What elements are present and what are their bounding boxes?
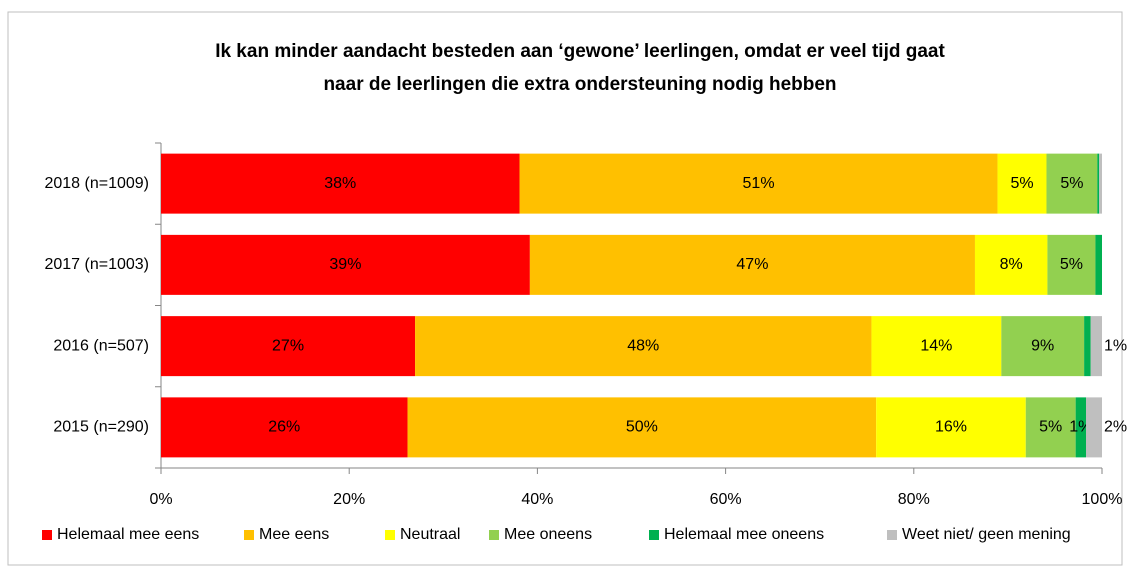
data-label: 5% xyxy=(1010,175,1033,192)
bar-segment xyxy=(1097,153,1100,214)
bar-segment xyxy=(529,234,975,295)
data-label: 16% xyxy=(935,419,967,436)
data-label: 1% xyxy=(1104,337,1127,354)
bar-segment xyxy=(974,234,1048,295)
y-tick-label: 2015 (n=290) xyxy=(53,419,149,436)
data-label: 47% xyxy=(736,256,768,273)
bar-segment xyxy=(1025,397,1076,458)
x-tick-label: 100% xyxy=(1082,491,1123,508)
chart-title: Ik kan minder aandacht besteden aan ‘gew… xyxy=(215,41,945,62)
x-tick-label: 20% xyxy=(333,491,365,508)
bar-segment xyxy=(1095,234,1102,295)
x-tick-label: 0% xyxy=(149,491,172,508)
legend-swatch xyxy=(489,530,499,540)
data-label: 26% xyxy=(268,419,300,436)
bar-segment xyxy=(1086,397,1102,458)
data-label: 38% xyxy=(324,175,356,192)
bar-segment xyxy=(1084,316,1091,377)
bar-segment xyxy=(1001,316,1085,377)
data-label: 8% xyxy=(1000,256,1023,273)
data-label: 9% xyxy=(1031,337,1054,354)
data-label: 2% xyxy=(1104,419,1127,436)
bar-segment xyxy=(415,316,872,377)
bar-segment xyxy=(161,234,530,295)
bar-segment xyxy=(407,397,877,458)
y-tick-label: 2017 (n=1003) xyxy=(44,256,149,273)
data-label: 5% xyxy=(1060,175,1083,192)
data-label: 39% xyxy=(329,256,361,273)
legend-label: Weet niet/ geen mening xyxy=(902,526,1071,543)
y-tick-label: 2016 (n=507) xyxy=(53,337,149,354)
legend-label: Helemaal mee oneens xyxy=(664,526,824,543)
legend-label: Mee eens xyxy=(259,526,329,543)
bar-segment xyxy=(876,397,1026,458)
x-tick-label: 80% xyxy=(898,491,930,508)
bar-segment xyxy=(1099,153,1102,214)
bar-segment xyxy=(1046,153,1098,214)
bar-segment xyxy=(161,316,416,377)
bar-segment xyxy=(1047,234,1096,295)
bar-segment xyxy=(519,153,998,214)
legend-label: Helemaal mee eens xyxy=(57,526,199,543)
legend-swatch xyxy=(385,530,395,540)
legend-swatch xyxy=(887,530,897,540)
bar-segment xyxy=(161,397,408,458)
bar-segment xyxy=(871,316,1002,377)
x-tick-label: 40% xyxy=(521,491,553,508)
x-tick-label: 60% xyxy=(710,491,742,508)
chart-title: naar de leerlingen die extra ondersteuni… xyxy=(323,74,836,95)
legend-label: Neutraal xyxy=(400,526,460,543)
data-label: 50% xyxy=(626,419,658,436)
bar-segment xyxy=(161,153,520,214)
legend-swatch xyxy=(649,530,659,540)
data-label: 51% xyxy=(743,175,775,192)
legend-swatch xyxy=(42,530,52,540)
data-label: 5% xyxy=(1060,256,1083,273)
legend-label: Mee oneens xyxy=(504,526,592,543)
y-tick-label: 2018 (n=1009) xyxy=(44,175,149,192)
bar-segment xyxy=(1090,316,1102,377)
data-label: 14% xyxy=(920,337,952,354)
legend-swatch xyxy=(244,530,254,540)
data-label: 48% xyxy=(627,337,659,354)
data-label: 5% xyxy=(1039,419,1062,436)
bar-segment xyxy=(997,153,1047,214)
bar-segment xyxy=(1075,397,1087,458)
data-label: 27% xyxy=(272,337,304,354)
